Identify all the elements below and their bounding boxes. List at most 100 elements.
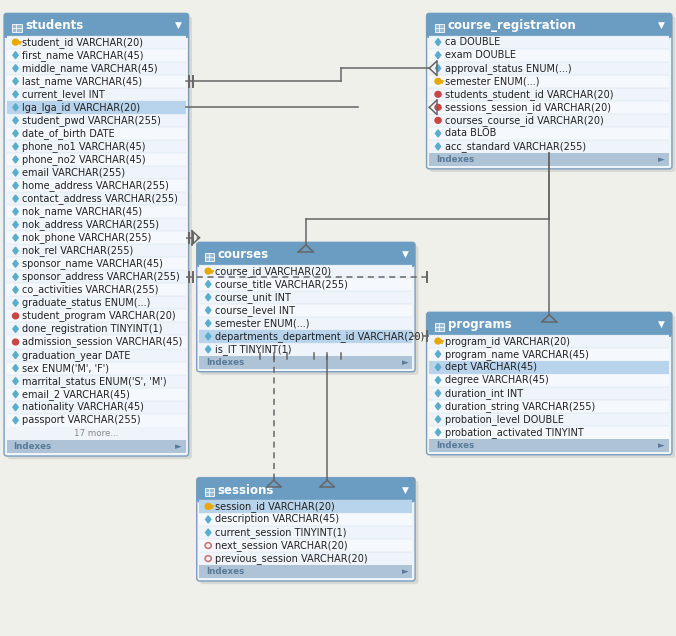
Text: departments_department_id VARCHAR(20): departments_department_id VARCHAR(20) bbox=[215, 331, 425, 342]
Text: semester ENUM(...): semester ENUM(...) bbox=[445, 76, 539, 86]
Text: home_address VARCHAR(255): home_address VARCHAR(255) bbox=[22, 180, 169, 191]
Text: probation_level DOUBLE: probation_level DOUBLE bbox=[445, 414, 564, 425]
Bar bbox=[7, 258, 186, 270]
Text: email VARCHAR(255): email VARCHAR(255) bbox=[22, 167, 126, 177]
Bar bbox=[7, 401, 186, 414]
Text: is_IT TINYINT(1): is_IT TINYINT(1) bbox=[215, 344, 291, 355]
FancyBboxPatch shape bbox=[200, 245, 418, 375]
Circle shape bbox=[435, 92, 441, 97]
Text: ▼: ▼ bbox=[658, 21, 665, 31]
Polygon shape bbox=[13, 352, 18, 359]
Polygon shape bbox=[435, 377, 441, 384]
Text: first_name VARCHAR(45): first_name VARCHAR(45) bbox=[22, 50, 144, 60]
Polygon shape bbox=[206, 307, 211, 314]
Bar bbox=[429, 347, 669, 361]
Text: program_name VARCHAR(45): program_name VARCHAR(45) bbox=[445, 349, 589, 359]
Bar bbox=[7, 218, 186, 232]
Bar bbox=[7, 192, 186, 205]
Polygon shape bbox=[13, 91, 18, 98]
Bar bbox=[429, 335, 669, 347]
Text: next_session VARCHAR(20): next_session VARCHAR(20) bbox=[215, 540, 347, 551]
FancyBboxPatch shape bbox=[427, 13, 672, 38]
FancyBboxPatch shape bbox=[427, 312, 672, 455]
FancyBboxPatch shape bbox=[430, 17, 675, 172]
Text: students_student_id VARCHAR(20): students_student_id VARCHAR(20) bbox=[445, 89, 613, 100]
FancyBboxPatch shape bbox=[430, 315, 675, 458]
Text: Indexes: Indexes bbox=[206, 358, 245, 367]
Bar bbox=[199, 526, 412, 539]
Bar bbox=[429, 400, 669, 413]
Bar bbox=[429, 88, 669, 100]
Bar bbox=[199, 278, 412, 291]
Bar bbox=[7, 414, 186, 427]
Text: passport VARCHAR(255): passport VARCHAR(255) bbox=[22, 415, 141, 425]
Text: sessions: sessions bbox=[218, 483, 274, 497]
Polygon shape bbox=[13, 117, 18, 124]
Bar bbox=[199, 329, 412, 343]
Polygon shape bbox=[435, 350, 441, 357]
Text: graduate_status ENUM(...): graduate_status ENUM(...) bbox=[22, 298, 151, 308]
Bar bbox=[429, 74, 669, 88]
Bar bbox=[7, 74, 186, 88]
Text: 17 more...: 17 more... bbox=[74, 429, 118, 438]
Text: lga_lga_id VARCHAR(20): lga_lga_id VARCHAR(20) bbox=[22, 102, 141, 113]
Bar bbox=[429, 114, 669, 127]
Text: duration_string VARCHAR(255): duration_string VARCHAR(255) bbox=[445, 401, 595, 411]
Text: semester ENUM(...): semester ENUM(...) bbox=[215, 318, 310, 328]
Polygon shape bbox=[13, 234, 18, 241]
Polygon shape bbox=[13, 156, 18, 163]
Text: ▼: ▼ bbox=[658, 320, 665, 329]
Text: ►: ► bbox=[658, 155, 665, 164]
FancyBboxPatch shape bbox=[197, 478, 415, 581]
Text: ►: ► bbox=[402, 358, 408, 367]
Polygon shape bbox=[13, 130, 18, 137]
Text: probation_activated TINYINT: probation_activated TINYINT bbox=[445, 427, 583, 438]
Polygon shape bbox=[13, 300, 18, 307]
Bar bbox=[7, 114, 186, 127]
Polygon shape bbox=[435, 364, 441, 371]
Text: exam DOUBLE: exam DOUBLE bbox=[445, 50, 516, 60]
Bar bbox=[7, 166, 186, 179]
Text: course_id VARCHAR(20): course_id VARCHAR(20) bbox=[215, 266, 331, 277]
Text: email_2 VARCHAR(45): email_2 VARCHAR(45) bbox=[22, 389, 130, 399]
Text: ►: ► bbox=[402, 567, 408, 576]
Text: co_activities VARCHAR(255): co_activities VARCHAR(255) bbox=[22, 284, 159, 295]
Text: nok_address VARCHAR(255): nok_address VARCHAR(255) bbox=[22, 219, 160, 230]
Polygon shape bbox=[206, 320, 211, 327]
Text: dept VARCHAR(45): dept VARCHAR(45) bbox=[445, 362, 537, 372]
Bar bbox=[7, 244, 186, 258]
Bar bbox=[429, 153, 669, 166]
Bar bbox=[7, 440, 186, 453]
Polygon shape bbox=[435, 429, 441, 436]
Text: description VARCHAR(45): description VARCHAR(45) bbox=[215, 515, 339, 525]
Bar bbox=[429, 48, 669, 62]
Circle shape bbox=[12, 39, 19, 45]
Text: course_registration: course_registration bbox=[448, 19, 576, 32]
Polygon shape bbox=[435, 143, 441, 150]
Bar bbox=[7, 310, 186, 322]
Bar bbox=[7, 100, 186, 114]
Polygon shape bbox=[206, 346, 211, 353]
Bar bbox=[7, 349, 186, 362]
Polygon shape bbox=[206, 333, 211, 340]
Bar bbox=[435, 24, 444, 32]
Bar bbox=[199, 500, 412, 513]
Polygon shape bbox=[206, 529, 211, 536]
Circle shape bbox=[435, 118, 441, 123]
Text: courses: courses bbox=[218, 248, 269, 261]
Text: ►: ► bbox=[175, 442, 182, 452]
Text: ▼: ▼ bbox=[402, 250, 408, 259]
Bar bbox=[199, 343, 412, 356]
Text: students: students bbox=[25, 19, 83, 32]
Text: student_pwd VARCHAR(255): student_pwd VARCHAR(255) bbox=[22, 115, 161, 126]
Polygon shape bbox=[13, 247, 18, 254]
Circle shape bbox=[435, 104, 441, 110]
Text: Indexes: Indexes bbox=[436, 155, 475, 164]
Polygon shape bbox=[13, 208, 18, 215]
Text: course_unit INT: course_unit INT bbox=[215, 292, 291, 303]
Polygon shape bbox=[13, 391, 18, 398]
Bar bbox=[7, 36, 186, 48]
Bar bbox=[429, 140, 669, 153]
Text: Indexes: Indexes bbox=[14, 442, 52, 452]
Text: contact_address VARCHAR(255): contact_address VARCHAR(255) bbox=[22, 193, 178, 204]
